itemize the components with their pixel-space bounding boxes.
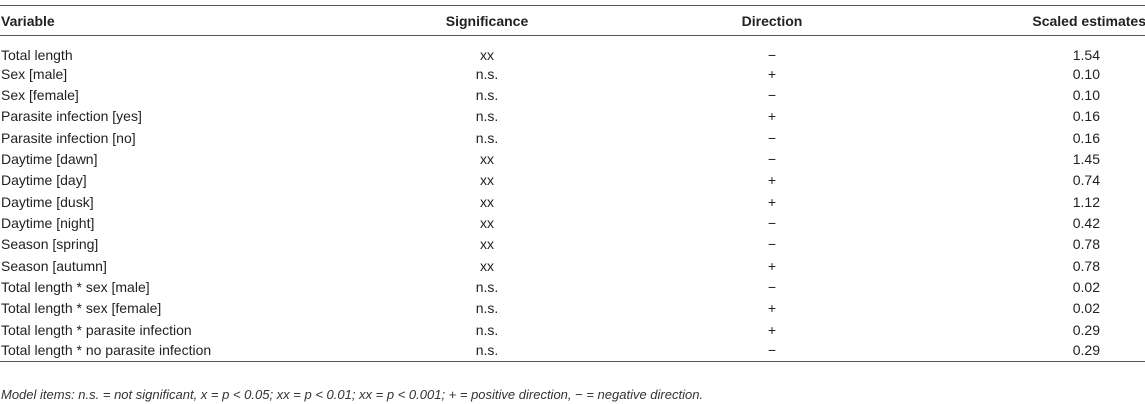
- table-cell: −: [767, 151, 777, 168]
- table-cell: Daytime [night]: [1, 215, 95, 232]
- table-cell: n.s.: [475, 279, 499, 296]
- table-cell: Total length * sex [female]: [1, 300, 162, 317]
- table-cell: Daytime [dusk]: [1, 193, 94, 210]
- footnote: Model items: n.s. = not significant, x =…: [1, 387, 704, 402]
- table-row: Total length xx − 1.54: [0, 36, 1145, 63]
- table-row: Total length * no parasite infection n.s.…: [0, 340, 1145, 362]
- table-cell: +: [767, 172, 777, 189]
- table-row: Total length * sex [female] n.s. +0.02: [0, 298, 1145, 319]
- table-container: Variable Significance Direction Scaled esti…: [0, 5, 1145, 362]
- table-cell: xx: [480, 236, 494, 253]
- table-cell: xx: [480, 47, 494, 63]
- table-cell: +: [767, 108, 777, 125]
- table-cell: n.s.: [475, 341, 499, 358]
- table-cell: n.s.: [475, 300, 499, 317]
- column-header: Direction: [741, 12, 803, 29]
- table-cell: xx: [480, 215, 494, 232]
- column-header: Scaled estimates: [1032, 12, 1145, 29]
- table-cell: xx: [480, 172, 494, 189]
- table-cell: −: [767, 47, 777, 63]
- table-cell: 0.78: [1072, 257, 1100, 274]
- table-row: Sex [male] n.s. +0.10: [0, 63, 1145, 84]
- table-cell: −: [767, 279, 777, 296]
- table-cell: −: [767, 341, 777, 358]
- table-cell: Sex [female]: [1, 87, 79, 104]
- table-cell: +: [767, 300, 777, 317]
- table-cell: 0.78: [1072, 236, 1100, 253]
- table-cell: +: [767, 193, 777, 210]
- column-header: Significance: [445, 12, 529, 29]
- table-cell: 0.10: [1072, 65, 1100, 82]
- table-row: Season [autumn] xx +0.78: [0, 255, 1145, 276]
- table-cell: Total length * parasite infection: [1, 321, 192, 338]
- table-cell: +: [767, 257, 777, 274]
- table-cell: Season [autumn]: [1, 257, 107, 274]
- table-body: Total length xx −1.54 Sex [male] n.s. +0.10 Se…: [0, 36, 1145, 362]
- table-cell: xx: [480, 151, 494, 168]
- table-cell: Daytime [dawn]: [1, 151, 98, 168]
- table-row: Parasite infection [yes] n.s. +0.16: [0, 106, 1145, 127]
- table-cell: Total length * sex [male]: [1, 279, 150, 296]
- table-cell: Season [spring]: [1, 236, 99, 253]
- table-cell: 0.29: [1072, 321, 1100, 338]
- table-cell: 1.45: [1072, 151, 1100, 168]
- table-cell: Total length * no parasite infection: [1, 341, 212, 358]
- table-cell: 0.02: [1072, 300, 1100, 317]
- table-row: Total length * sex [male] n.s. − 0.02: [0, 276, 1145, 297]
- table-cell: −: [767, 129, 777, 146]
- table-cell: n.s.: [475, 108, 499, 125]
- table-cell: 0.74: [1072, 172, 1100, 189]
- table-cell: −: [767, 87, 777, 104]
- table-cell: 0.16: [1072, 108, 1100, 125]
- table-cell: +: [767, 65, 777, 82]
- header-row: Variable Significance Direction Scaled esti…: [0, 5, 1145, 36]
- table-cell: −: [767, 215, 777, 232]
- table-cell: n.s.: [475, 129, 499, 146]
- table-cell: 0.16: [1072, 129, 1100, 146]
- table-row: Daytime [night] xx − 0.42: [0, 212, 1145, 233]
- table-cell: n.s.: [475, 321, 499, 338]
- table-cell: xx: [480, 257, 494, 274]
- table-cell: n.s.: [475, 87, 499, 104]
- table-cell: Parasite infection [no]: [1, 129, 136, 146]
- table-cell: Parasite infection [yes]: [1, 108, 142, 125]
- table-cell: Sex [male]: [1, 65, 68, 82]
- table-row: Daytime [day] xx +0.74: [0, 170, 1145, 191]
- column-header: Variable: [1, 12, 55, 29]
- table-cell: 1.12: [1072, 193, 1100, 210]
- table-cell: xx: [480, 193, 494, 210]
- table-row: Daytime [dawn] xx − 1.45: [0, 148, 1145, 169]
- table-cell: −: [767, 236, 777, 253]
- table-row: Parasite infection [no] n.s. − 0.16: [0, 127, 1145, 148]
- data-table: Variable Significance Direction Scaled esti…: [0, 5, 1145, 362]
- table-cell: 0.02: [1072, 279, 1100, 296]
- table-cell: Daytime [day]: [1, 172, 87, 189]
- table-cell: +: [767, 321, 777, 338]
- table-cell: 0.42: [1072, 215, 1100, 232]
- table-row: Season [spring] xx − 0.78: [0, 234, 1145, 255]
- table-cell: 0.29: [1072, 341, 1100, 358]
- table-header: Variable Significance Direction Scaled esti…: [0, 5, 1145, 36]
- table-cell: 1.54: [1072, 47, 1100, 63]
- table-row: Daytime [dusk] xx +1.12: [0, 191, 1145, 212]
- table-row: Total length * parasite infection n.s. +0.…: [0, 319, 1145, 340]
- table-cell: n.s.: [475, 65, 499, 82]
- table-cell: Total length: [1, 47, 73, 63]
- table-row: Sex [female] n.s. − 0.10: [0, 84, 1145, 105]
- table-cell: 0.10: [1072, 87, 1100, 104]
